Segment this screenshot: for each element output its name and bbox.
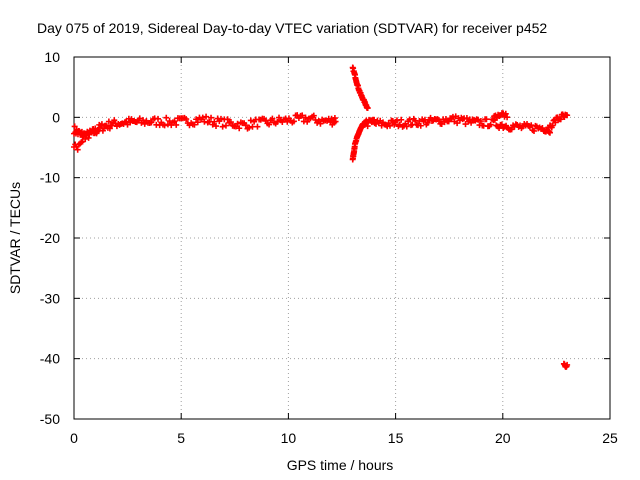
data-point [242,122,249,129]
grid [74,57,610,419]
data-point [504,114,511,121]
data-point [154,115,161,122]
data-point [203,113,210,120]
data-point [246,124,253,131]
data-point [531,127,538,134]
data-point [71,123,78,130]
data-point [290,118,297,125]
y-tick-label: -10 [40,170,60,186]
data-point [564,112,571,119]
y-tick-label: -20 [40,230,60,246]
data-point [140,117,147,124]
data-point [79,138,86,145]
data-point [477,118,484,125]
data-point [445,118,452,125]
data-point [332,118,339,125]
y-axis-title: SDTVAR / TECUs [7,182,23,294]
y-tick-label: 0 [52,109,60,125]
data-point [317,120,324,127]
data-point [254,123,261,130]
data-point [424,119,431,126]
data-point [539,125,546,132]
data-point [304,118,311,125]
data-point [111,117,118,124]
data-point [219,123,226,130]
data-point [364,105,371,112]
data-point [483,116,490,123]
data-point [564,361,571,368]
data-point [191,121,198,128]
data-point [74,146,81,153]
data-point [266,121,273,128]
data-point [105,118,112,125]
data-point [417,122,424,129]
x-tick-label: 5 [177,430,185,446]
x-tick-label: 0 [70,430,78,446]
y-tick-label: -30 [40,290,60,306]
data-point [269,115,276,122]
data-point [173,121,180,128]
data-point [364,123,371,130]
data-point [106,125,113,132]
x-tick-label: 15 [388,430,404,446]
data-point [487,121,494,128]
y-tick-label: -40 [40,351,60,367]
data-point [299,112,306,119]
data-point [148,119,155,126]
y-tick-label: 10 [44,49,60,65]
data-point [222,122,229,129]
data-point [403,123,410,130]
x-tick-label: 25 [602,430,618,446]
data-point [108,122,115,129]
data-point [546,129,553,136]
x-tick-label: 20 [495,430,511,446]
data-point [435,117,442,124]
data-point [549,122,556,129]
data-point [213,123,220,130]
data-point [161,122,168,129]
axis-ticks: 0 5 10 15 20 25 10 0 -10 -20 -30 -40 -50 [40,49,618,446]
chart-title: Day 075 of 2019, Sidereal Day-to-day VTE… [37,20,547,36]
x-tick-label: 10 [281,430,297,446]
data-point [227,119,234,126]
data-point [183,116,190,123]
data-point [208,114,215,121]
data-points [71,64,571,370]
x-axis-title: GPS time / hours [287,457,394,473]
data-point [171,118,178,125]
y-tick-label: -50 [40,411,60,427]
data-point [194,119,201,126]
data-point [247,117,254,124]
data-point [557,116,564,123]
data-point [163,114,170,121]
data-point [502,110,509,117]
data-point [398,116,405,123]
data-point [387,122,394,129]
data-point [310,112,317,119]
data-point [224,116,231,123]
data-point [199,114,206,121]
data-point [136,115,143,122]
data-point [236,125,243,132]
